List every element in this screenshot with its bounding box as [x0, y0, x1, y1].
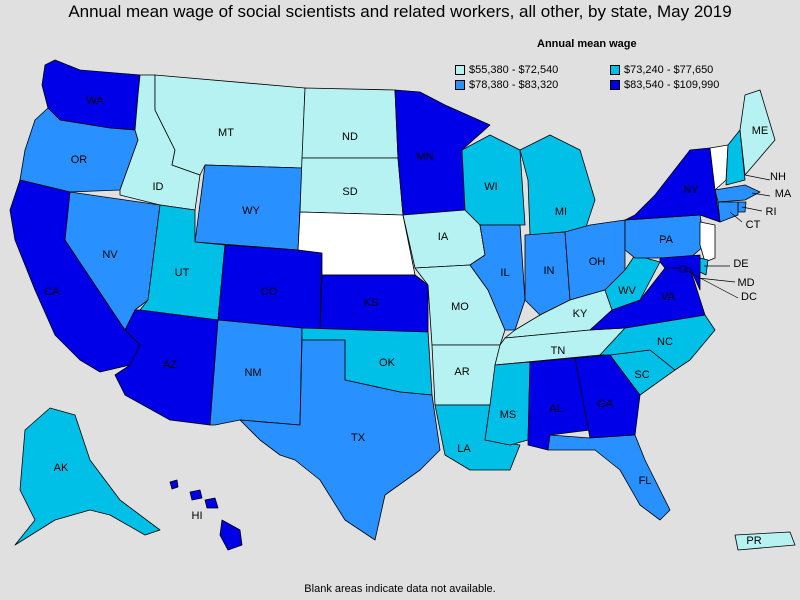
state-label-ga: GA — [597, 398, 614, 410]
state-label-tn: TN — [551, 345, 566, 357]
state-label-hi: HI — [192, 510, 203, 522]
legend-swatch — [455, 65, 465, 75]
state-label-nv: NV — [102, 249, 118, 261]
state-label-nc: NC — [657, 336, 673, 348]
state-label-me: ME — [752, 125, 769, 137]
state-md[interactable] — [659, 254, 701, 291]
state-label-mn: MN — [416, 151, 433, 163]
state-de[interactable] — [699, 257, 709, 276]
footnote: Blank areas indicate data not available. — [304, 583, 496, 595]
state-label-id: ID — [153, 181, 164, 193]
state-label-ny: NY — [683, 184, 699, 196]
state-ks[interactable] — [319, 274, 429, 333]
legend-label: $83,540 - $109,990 — [624, 79, 720, 91]
legend-label: $73,240 - $77,650 — [624, 64, 714, 76]
legend-swatch — [455, 80, 465, 90]
state-hi[interactable] — [169, 479, 243, 551]
state-nh[interactable] — [725, 129, 746, 186]
state-nj[interactable] — [699, 221, 716, 263]
state-mt[interactable] — [154, 74, 306, 176]
state-label-wi: WI — [484, 181, 497, 193]
state-label-pr: PR — [746, 535, 761, 547]
legend-label: $55,380 - $72,540 — [469, 64, 559, 76]
state-label-ar: AR — [454, 366, 469, 378]
state-label-mt: MT — [218, 127, 234, 139]
state-label-al: AL — [549, 403, 562, 415]
state-label-ia: IA — [438, 231, 449, 243]
state-label-mo: MO — [451, 301, 469, 313]
state-label-nh: NH — [770, 171, 786, 183]
state-label-ct: CT — [746, 219, 761, 231]
state-wi[interactable] — [461, 134, 526, 226]
state-label-dc: DC — [741, 291, 757, 303]
legend-label: $78,380 - $83,320 — [469, 79, 559, 91]
state-label-ut: UT — [175, 267, 190, 279]
state-ct[interactable] — [717, 201, 739, 223]
state-label-ca: CA — [44, 286, 60, 298]
state-label-ms: MS — [500, 409, 517, 421]
state-label-mi: MI — [555, 206, 567, 218]
state-il[interactable] — [469, 224, 526, 331]
state-label-fl: FL — [639, 475, 652, 487]
state-label-co: CO — [261, 286, 278, 298]
state-tx[interactable] — [239, 339, 441, 541]
state-label-wv: WV — [618, 285, 636, 297]
state-label-sd: SD — [342, 186, 357, 198]
state-label-ks: KS — [364, 297, 379, 309]
state-label-or: OR — [71, 154, 88, 166]
legend-item-bin-1: $55,380 - $72,540 — [455, 64, 558, 76]
state-fl[interactable] — [547, 434, 671, 521]
state-label-nd: ND — [342, 131, 358, 143]
state-pr[interactable] — [734, 531, 796, 551]
state-label-wy: WY — [242, 205, 260, 217]
state-mi[interactable] — [519, 134, 596, 236]
label-leader-lines — [682, 174, 771, 299]
state-label-ok: OK — [379, 357, 396, 369]
state-label-ak: AK — [54, 462, 69, 474]
state-label-pa: PA — [659, 234, 674, 246]
state-label-ky: KY — [573, 308, 588, 320]
map-title: Annual mean wage of social scientists an… — [68, 2, 732, 21]
state-label-oh: OH — [589, 256, 606, 268]
state-label-az: AZ — [163, 359, 177, 371]
legend-item-bin-3: $78,380 - $83,320 — [455, 79, 558, 91]
state-label-ma: MA — [775, 188, 792, 200]
state-nd[interactable] — [301, 87, 399, 159]
state-me[interactable] — [739, 89, 776, 176]
state-label-tx: TX — [351, 432, 366, 444]
state-label-la: LA — [457, 443, 471, 455]
legend-item-bin-2: $73,240 - $77,650 — [610, 64, 713, 76]
state-label-wa: WA — [86, 95, 104, 107]
state-ak[interactable] — [14, 407, 161, 546]
state-ma[interactable] — [714, 184, 761, 203]
state-ny[interactable] — [624, 147, 721, 223]
state-label-nm: NM — [244, 367, 261, 379]
legend-item-bin-4: $83,540 - $109,990 — [610, 79, 719, 91]
state-ga[interactable] — [574, 354, 641, 439]
legend-title: Annual mean wage — [537, 38, 637, 50]
state-label-va: VA — [661, 291, 676, 303]
legend-swatch — [610, 80, 620, 90]
state-label-ri: RI — [766, 206, 777, 218]
state-label-sc: SC — [634, 369, 649, 381]
state-label-il: IL — [500, 267, 509, 279]
legend-swatch — [610, 65, 620, 75]
state-label-md: MD — [737, 277, 754, 289]
state-label-in: IN — [544, 265, 555, 277]
state-label-de: DE — [733, 258, 748, 270]
